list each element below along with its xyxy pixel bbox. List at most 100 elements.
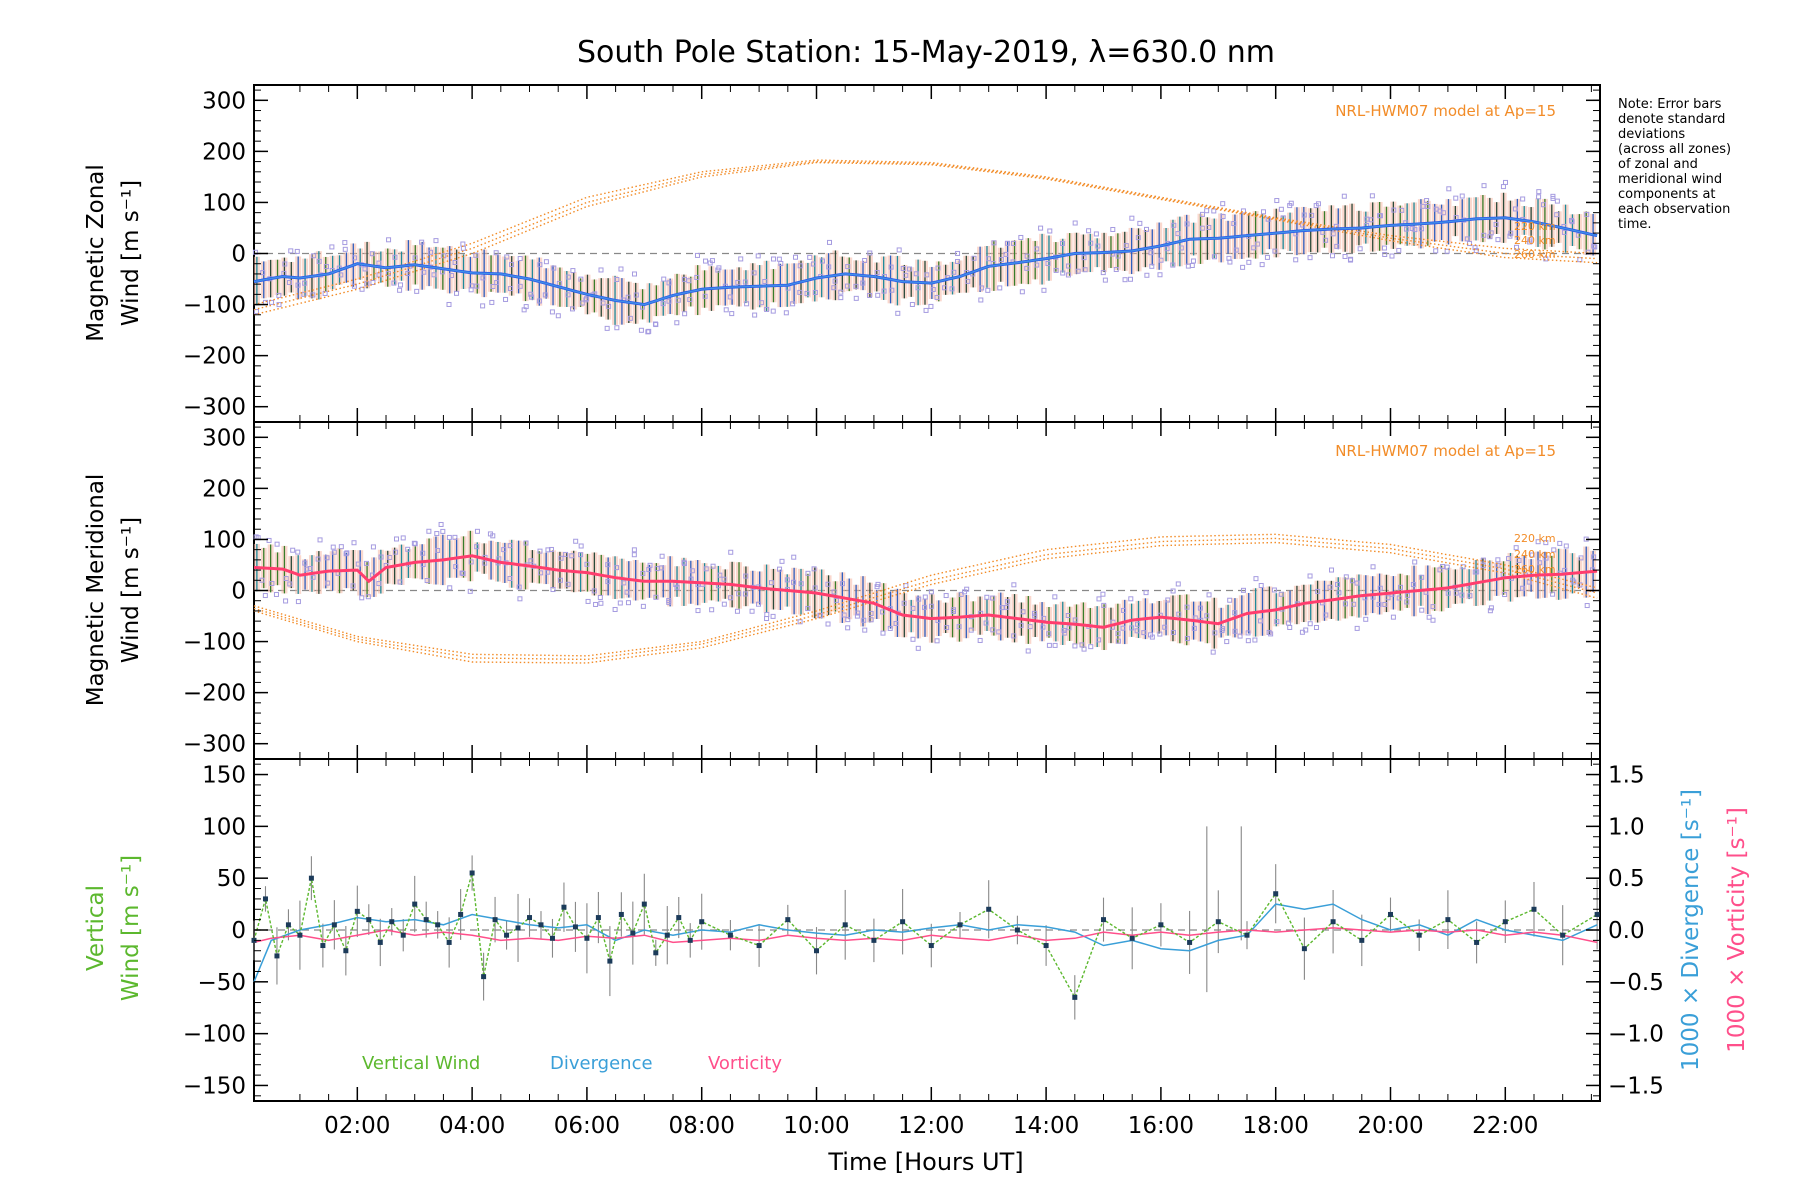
vertical-wind-point — [1359, 937, 1365, 943]
scatter-point — [578, 276, 584, 282]
scatter-point — [983, 620, 989, 626]
scatter-point — [1577, 257, 1583, 263]
vertical-wind-point — [423, 917, 429, 923]
scatter-point — [1315, 588, 1321, 594]
scatter-point — [1096, 596, 1102, 602]
scatter-point — [1095, 243, 1101, 249]
scatter-point — [934, 294, 940, 300]
scatter-point — [1254, 241, 1260, 247]
scatter-point — [1100, 270, 1106, 276]
vertical-wind-point — [1387, 911, 1393, 917]
scatter-point — [736, 591, 742, 597]
scatter-point — [1280, 215, 1286, 221]
note-line: Note: Error bars — [1618, 97, 1722, 112]
scatter-point — [1197, 605, 1203, 611]
scatter-point — [1046, 631, 1052, 637]
scatter-point — [1123, 243, 1129, 249]
scatter-point — [1514, 244, 1520, 250]
scatter-point — [433, 238, 439, 244]
scatter-point — [1535, 539, 1541, 545]
scatter-point — [880, 609, 886, 615]
scatter-point — [1460, 564, 1466, 570]
scatter-point — [428, 249, 434, 255]
scatter-point — [420, 550, 426, 556]
scatter-point — [1011, 240, 1017, 246]
y-tick-label: 150 — [202, 763, 246, 789]
scatter-point — [1575, 232, 1581, 238]
vertical-wind-point — [1531, 906, 1537, 912]
scatter-point — [1500, 184, 1506, 190]
scatter-point — [631, 271, 637, 277]
scatter-point — [583, 297, 589, 303]
scatter-point — [854, 613, 860, 619]
scatter-point — [881, 288, 887, 294]
vertical-ylabel-line1: Vertical — [83, 885, 109, 971]
scatter-point — [1329, 567, 1335, 573]
y2-tick-label: 1.5 — [1608, 763, 1645, 789]
scatter-point — [426, 528, 432, 534]
scatter-point — [614, 325, 620, 331]
scatter-point — [717, 572, 723, 578]
scatter-point — [950, 608, 956, 614]
scatter-point — [742, 591, 748, 597]
scatter-point — [310, 292, 316, 298]
scatter-point — [903, 583, 909, 589]
scatter-point — [853, 295, 859, 301]
vertical-wind-point — [928, 943, 934, 949]
scatter-point — [990, 595, 996, 601]
scatter-point — [1004, 240, 1010, 246]
scatter-point — [1389, 253, 1395, 259]
scatter-point — [1543, 540, 1549, 546]
scatter-point — [913, 271, 919, 277]
scatter-point — [617, 600, 623, 606]
scatter-point — [447, 585, 453, 591]
scatter-point — [1343, 601, 1349, 607]
scatter-point — [955, 258, 961, 264]
vertical-wind-point — [871, 937, 877, 943]
scatter-point — [1271, 587, 1277, 593]
scatter-point — [311, 253, 317, 259]
scatter-point — [862, 627, 868, 633]
scatter-point — [695, 608, 701, 614]
scatter-point — [999, 605, 1005, 611]
scatter-point — [579, 300, 585, 306]
vertical-wind-point — [572, 924, 578, 930]
scatter-point — [807, 254, 813, 260]
vertical-wind-point — [699, 919, 705, 925]
scatter-point — [971, 255, 977, 261]
scatter-point — [1398, 584, 1404, 590]
scatter-point — [342, 246, 348, 252]
scatter-point — [831, 589, 837, 595]
scatter-point — [1034, 246, 1040, 252]
scatter-point — [555, 313, 561, 319]
scatter-point — [550, 587, 556, 593]
scatter-point — [570, 268, 576, 274]
scatter-point — [1354, 580, 1360, 586]
scatter-point — [653, 594, 659, 600]
scatter-point — [844, 283, 850, 289]
vertical-wind-point — [957, 922, 963, 928]
vertical-wind-point — [1301, 946, 1307, 952]
scatter-point — [922, 594, 928, 600]
scatter-point — [1134, 628, 1140, 634]
scatter-point — [990, 627, 996, 633]
scatter-point — [1046, 642, 1052, 648]
vertical-wind-point — [785, 917, 791, 923]
scatter-point — [694, 274, 700, 280]
scatter-point — [397, 579, 403, 585]
scatter-point — [1086, 228, 1092, 234]
scatter-point — [605, 562, 611, 568]
scatter-point — [1537, 560, 1543, 566]
vertical-wind-point — [814, 948, 820, 954]
vertical-wind-point — [664, 932, 670, 938]
y-tick-label: −200 — [183, 344, 246, 370]
y-tick-label: 200 — [202, 476, 246, 502]
scatter-point — [1041, 287, 1047, 293]
scatter-point — [1404, 599, 1410, 605]
scatter-point — [1376, 601, 1382, 607]
scatter-point — [825, 621, 831, 627]
y-tick-label: −100 — [183, 293, 246, 319]
scatter-point — [400, 535, 406, 541]
note-line: components at — [1618, 187, 1716, 202]
scatter-point — [454, 290, 460, 296]
